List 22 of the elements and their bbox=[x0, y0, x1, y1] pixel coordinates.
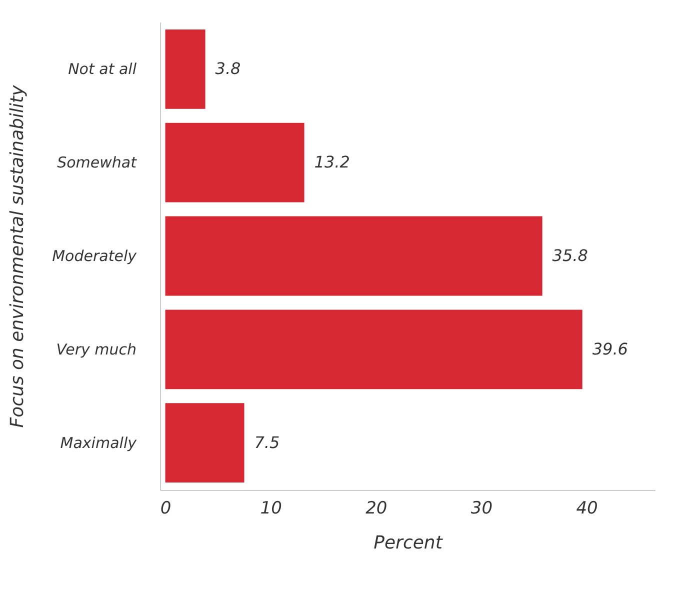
y-tick-label: Somewhat bbox=[57, 154, 138, 172]
x-axis-title: Percent bbox=[374, 532, 444, 554]
bar bbox=[165, 403, 244, 483]
x-tick-label: 20 bbox=[366, 498, 388, 518]
bar bbox=[165, 122, 304, 202]
bar bbox=[165, 29, 206, 109]
data-label: 39.6 bbox=[592, 339, 628, 358]
y-tick-label: Maximally bbox=[60, 434, 138, 452]
x-tick-label: 40 bbox=[576, 498, 598, 518]
y-axis-title: Focus on environmental sustainability bbox=[7, 84, 28, 428]
data-label: 13.2 bbox=[314, 152, 350, 172]
data-label: 35.8 bbox=[552, 246, 588, 265]
x-tick-label: 10 bbox=[260, 498, 282, 518]
data-label: 3.8 bbox=[215, 59, 241, 78]
x-tick-label: 0 bbox=[160, 498, 172, 518]
data-label: 7.5 bbox=[254, 432, 280, 452]
x-tick-label: 30 bbox=[470, 498, 493, 518]
y-tick-label: Moderately bbox=[52, 247, 138, 265]
y-tick-label: Very much bbox=[56, 340, 136, 358]
bar bbox=[165, 216, 542, 296]
y-tick-label: Not at all bbox=[68, 60, 138, 78]
bar bbox=[165, 310, 582, 390]
